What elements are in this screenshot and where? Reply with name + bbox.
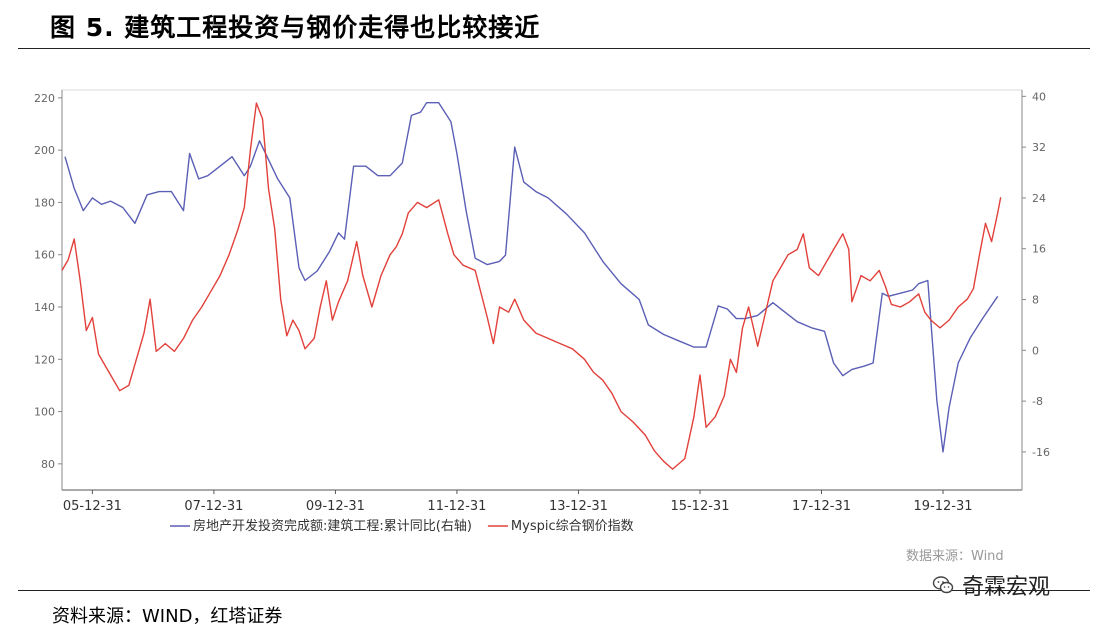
- x-tick-label: 05-12-31: [63, 499, 122, 514]
- footer-divider: [18, 590, 1090, 591]
- data-source-note: 数据来源：Wind: [906, 549, 1004, 564]
- y-left-tick-label: 100: [34, 406, 55, 419]
- series-layer: [61, 102, 1002, 470]
- y-left-tick-label: 220: [34, 92, 55, 105]
- x-tick-label: 17-12-31: [792, 499, 851, 514]
- y-left-tick-label: 80: [41, 458, 55, 471]
- x-tick-label: 15-12-31: [670, 499, 729, 514]
- y-right-tick-label: 24: [1032, 192, 1046, 205]
- legend-label-1: 房地产开发投资完成额:建筑工程:累计同比(右轴): [193, 518, 472, 534]
- legend: 房地产开发投资完成额:建筑工程:累计同比(右轴) Myspic综合钢价指数: [170, 518, 634, 534]
- y-right-tick-label: 32: [1032, 141, 1046, 154]
- x-tick-label: 09-12-31: [306, 499, 365, 514]
- watermark-text: 奇霖宏观: [962, 575, 1051, 600]
- y-right-tick-label: 40: [1032, 90, 1046, 103]
- y-right-tick-label: -16: [1032, 446, 1050, 459]
- y-right-tick-label: 8: [1032, 294, 1039, 307]
- x-tick-label: 11-12-31: [427, 499, 486, 514]
- series-line-2: [61, 102, 1002, 470]
- plot-border: [61, 89, 1023, 491]
- y-right-tick-label: -8: [1032, 395, 1043, 408]
- y-left-tick-label: 140: [34, 301, 55, 314]
- watermark: 奇霖宏观: [932, 570, 1050, 600]
- y-left-tick-label: 160: [34, 249, 55, 262]
- y-right-tick-label: 0: [1032, 344, 1039, 357]
- y-left-tick-label: 200: [34, 144, 55, 157]
- y-left-tick-label: 120: [34, 353, 55, 366]
- x-tick-label: 13-12-31: [549, 499, 608, 514]
- page-title: 图 5. 建筑工程投资与钢价走得也比较接近: [50, 13, 541, 42]
- y-left-tick-label: 180: [34, 196, 55, 209]
- title-divider: [18, 48, 1090, 49]
- series-line-1: [64, 102, 999, 453]
- wechat-icon: [932, 576, 954, 594]
- y-right-tick-label: 16: [1032, 243, 1046, 256]
- y-right-ticks: -16 -8 0 8 16 24 32 40: [1022, 90, 1050, 459]
- x-tick-label: 19-12-31: [914, 499, 973, 514]
- x-tick-label: 07-12-31: [184, 499, 243, 514]
- y-left-ticks: 80 100 120 140 160 180 200 220: [34, 92, 62, 471]
- source-note: 资料来源：WIND，红塔证券: [52, 606, 283, 627]
- legend-label-2: Myspic综合钢价指数: [511, 519, 634, 534]
- x-ticks: 05-12-31 07-12-31 09-12-31 11-12-31 13-12-31…: [63, 490, 973, 514]
